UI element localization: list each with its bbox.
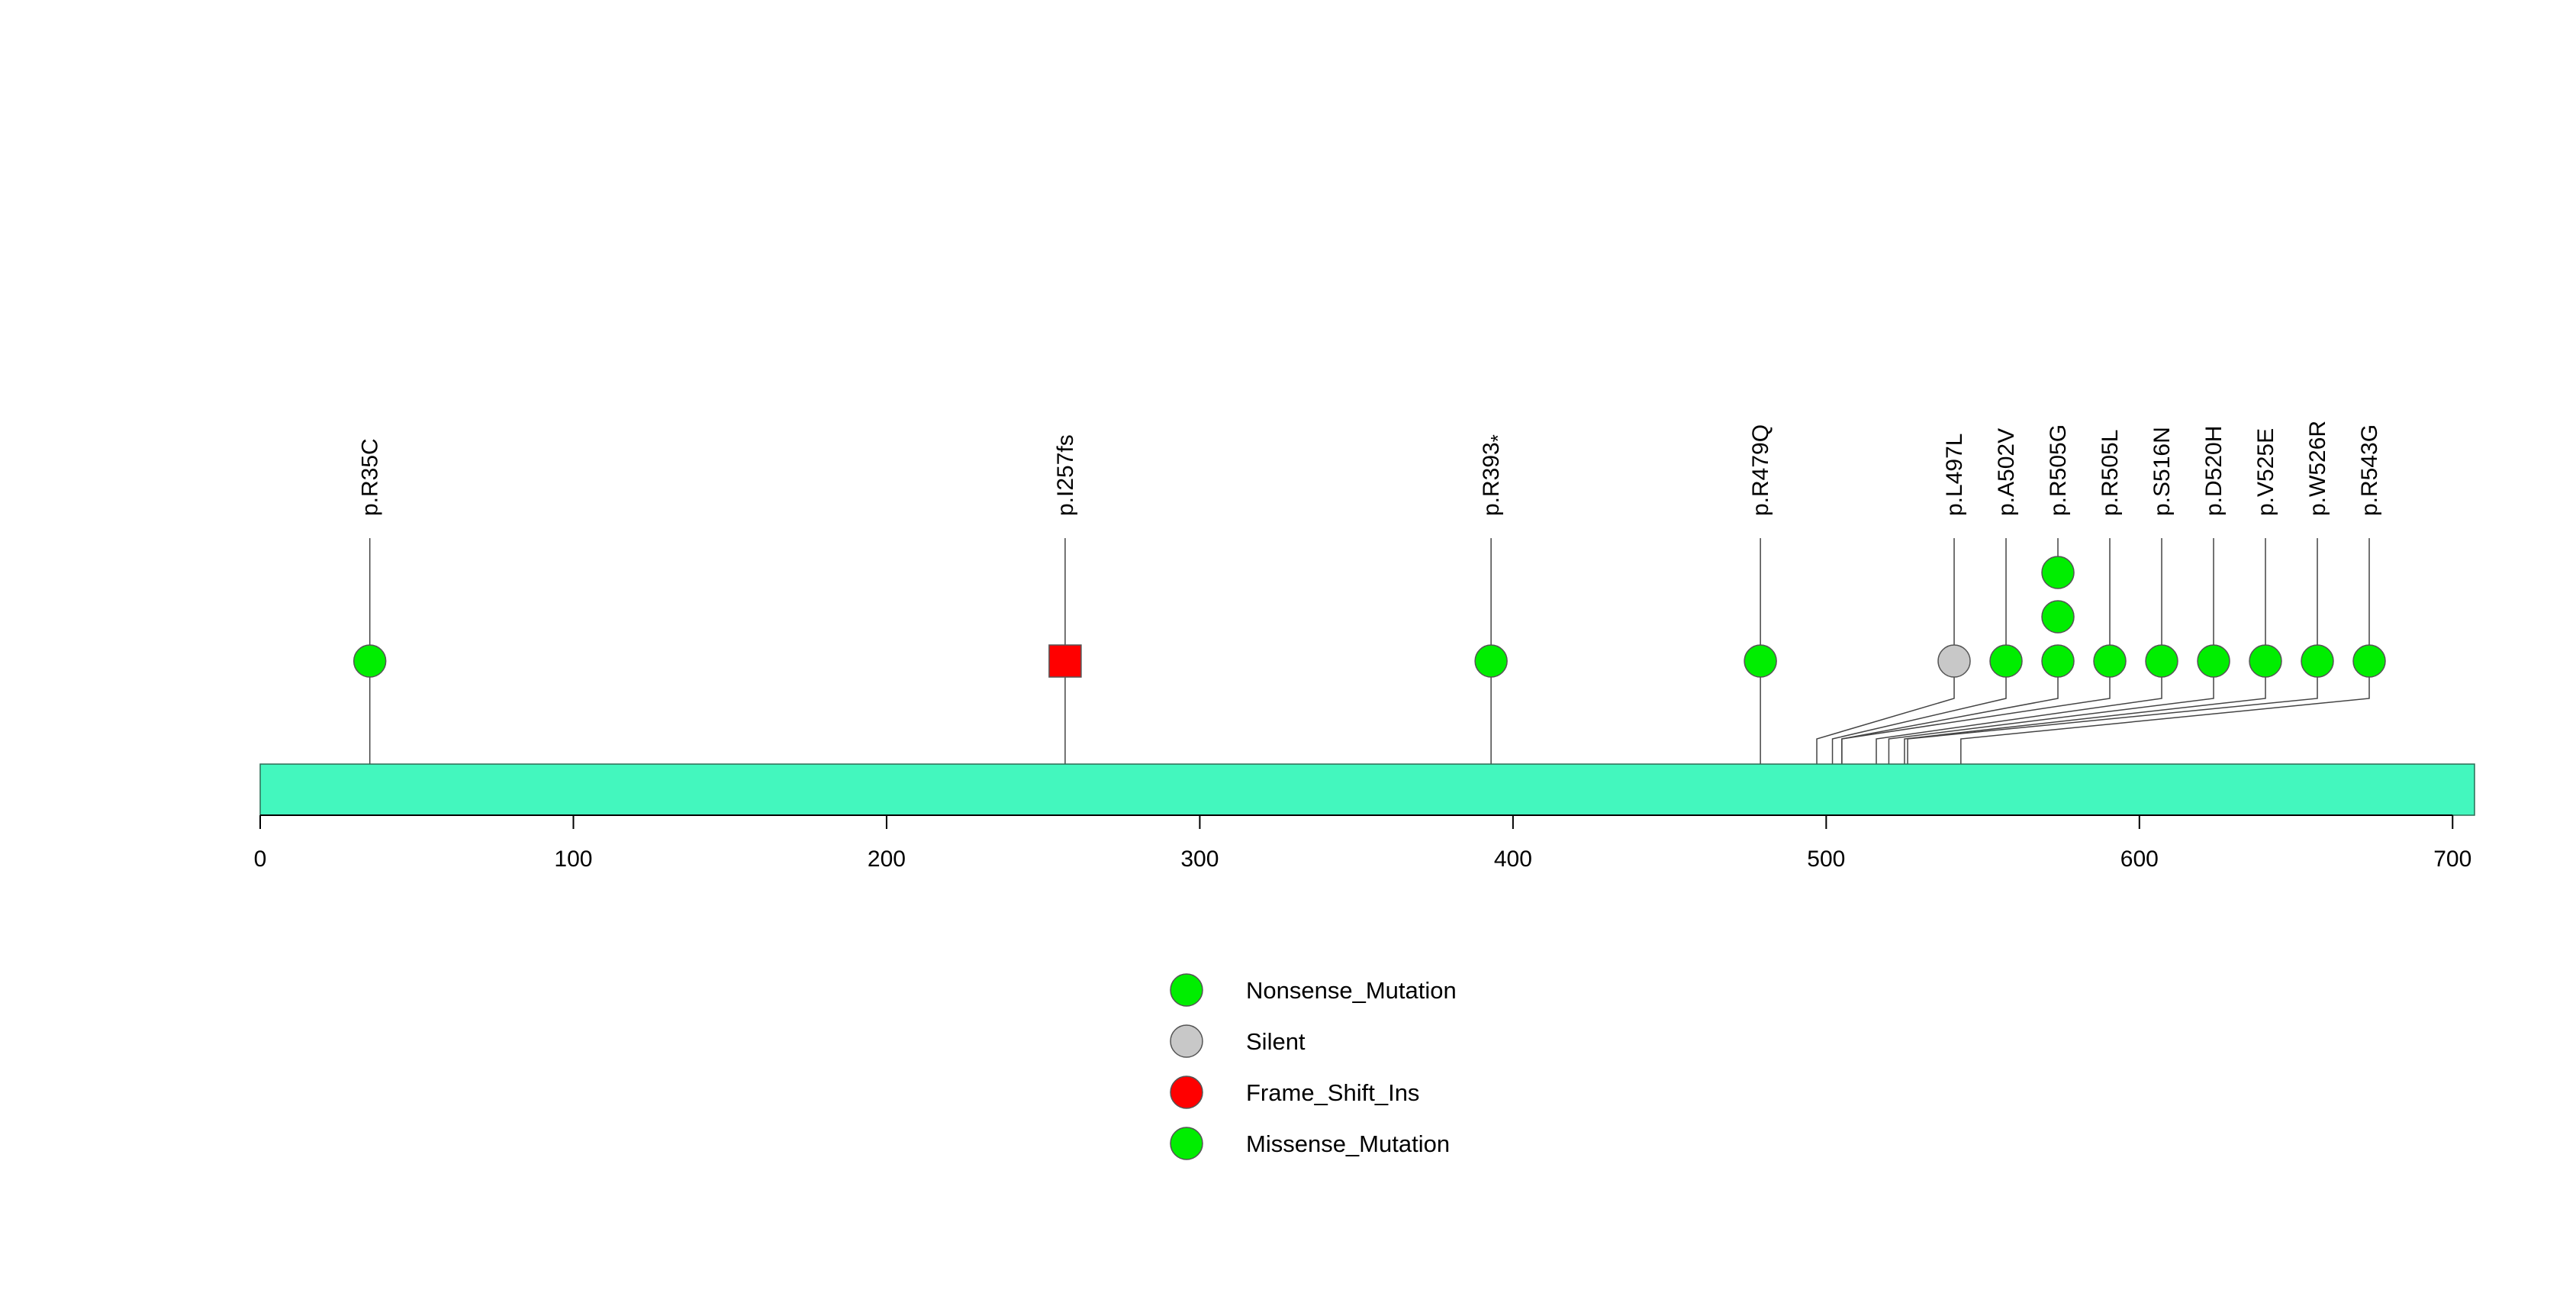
mutation-marker-circle — [1937, 644, 1971, 678]
mutation-label: p.S516N — [2149, 427, 2175, 516]
x-tick-label: 500 — [1807, 847, 1845, 872]
mutation-label-text: p.S516N — [2149, 427, 2175, 516]
x-axis: 0 100 200 300 400 500 600 700 — [254, 814, 2471, 872]
mutation-label: p.V525E — [2253, 428, 2278, 516]
mutation-label: p.W526R — [2305, 421, 2330, 516]
mutation-label-text: p.R505G — [2046, 424, 2071, 516]
mutation-label: p.D520H — [2201, 426, 2227, 516]
lollipop-markers — [353, 556, 2386, 678]
legend-swatch — [1170, 1076, 1203, 1109]
mutation-label: p.L497L — [1942, 434, 1967, 516]
mutation-label: p.R505L — [2098, 430, 2123, 516]
mutation-label: p.R35C — [358, 438, 383, 516]
mutation-label-text: p.R543G — [2357, 424, 2382, 516]
mutation-marker-circle — [2249, 644, 2282, 678]
x-tick-label: 400 — [1494, 847, 1532, 872]
mutation-label-text: p.V525E — [2253, 428, 2278, 516]
x-tick-label: 700 — [2433, 847, 2471, 872]
mutation-label-text: p.R35C — [358, 438, 383, 516]
mutation-label: p.R543G — [2357, 424, 2382, 516]
mutation-marker-circle — [353, 644, 387, 678]
mutation-marker-circle — [2093, 644, 2127, 678]
mutation-marker-circle — [2041, 600, 2075, 634]
x-tick-label: 200 — [868, 847, 906, 872]
mutation-label-text: p.L497L — [1942, 434, 1967, 516]
mutation-marker-circle — [2301, 644, 2334, 678]
mutation-label-text: p.D520H — [2201, 426, 2227, 516]
mutation-marker-circle — [1474, 644, 1508, 678]
mutation-marker-circle — [2041, 644, 2075, 678]
x-tick-label: 300 — [1180, 847, 1219, 872]
legend-label: Silent — [1246, 1028, 1306, 1055]
mutation-marker-circle — [1989, 644, 2023, 678]
mutation-marker-circle — [2145, 644, 2178, 678]
mutation-label-text: p.R479Q — [1748, 424, 1773, 516]
mutation-label: p.R393* — [1479, 434, 1509, 516]
protein-bar — [259, 763, 2475, 816]
protein-bar-layer — [259, 763, 2475, 816]
mutation-marker-circle — [2352, 644, 2386, 678]
legend-label: Frame_Shift_Ins — [1246, 1079, 1419, 1106]
legend-swatch — [1170, 973, 1203, 1007]
mutation-marker-circle — [1744, 644, 1777, 678]
mutation-label: p.A502V — [1994, 428, 2019, 516]
legend-swatch — [1170, 1127, 1203, 1160]
mutation-labels: p.R35C p.I257fs p.R393* p.R479Q p.L497L p.A50… — [358, 421, 2382, 516]
mutation-marker-square — [1048, 644, 1082, 678]
x-tick-label: 0 — [254, 847, 267, 872]
legend: Nonsense_Mutation Silent Frame_Shift_Ins Mi… — [1170, 973, 1457, 1160]
mutation-label-text: p.W526R — [2305, 421, 2330, 516]
legend-label: Nonsense_Mutation — [1246, 977, 1457, 1004]
mutation-label-text: p.R393 — [1479, 442, 1504, 516]
mutation-marker-circle — [2041, 556, 2075, 589]
mutation-label-text: p.I257fs — [1053, 434, 1078, 516]
x-tick-label: 100 — [554, 847, 592, 872]
mutation-label-text: p.R505L — [2098, 430, 2123, 516]
legend-swatch — [1170, 1024, 1203, 1058]
mutation-label-suffix: * — [1486, 434, 1509, 442]
mutation-marker-circle — [2197, 644, 2230, 678]
mutation-label-text: p.A502V — [1994, 428, 2019, 516]
legend-label: Missense_Mutation — [1246, 1130, 1450, 1157]
x-tick-label: 600 — [2120, 847, 2159, 872]
mutation-label: p.R479Q — [1748, 424, 1773, 516]
mutation-label: p.I257fs — [1053, 434, 1078, 516]
mutation-label: p.R505G — [2046, 424, 2071, 516]
